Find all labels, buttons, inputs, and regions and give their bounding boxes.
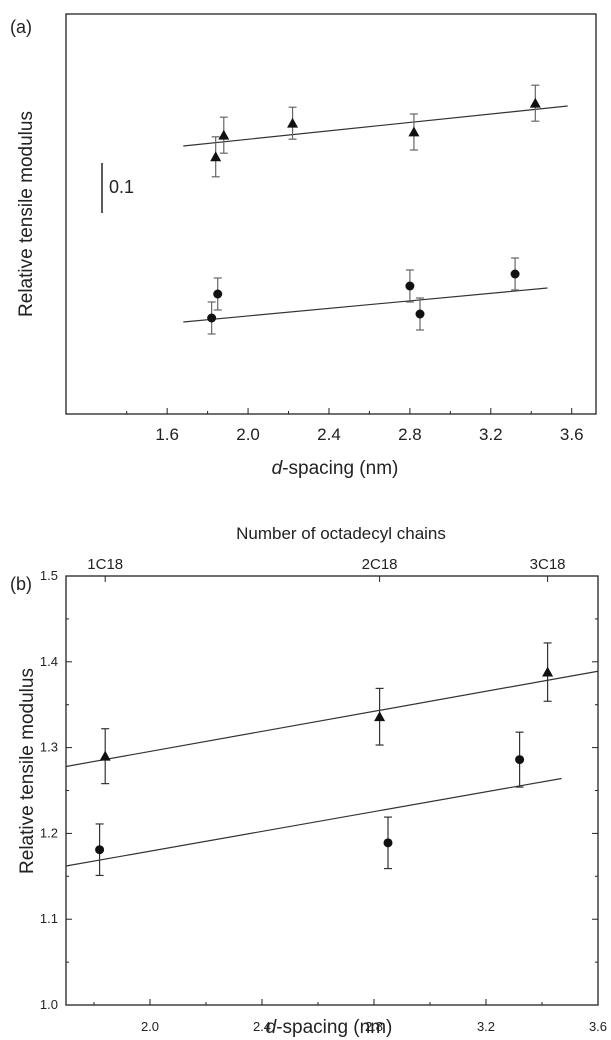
panel-b-triangle-point [542, 666, 554, 677]
panel-a-triangle-point [287, 117, 299, 128]
panel-b-x-tick-label: 2.4 [253, 1019, 271, 1034]
panel-a-x-tick-label: 1.6 [155, 425, 179, 444]
panel-b-frame-rect [65, 575, 599, 1006]
panel-b-y-tick-label: 1.2 [40, 825, 58, 840]
panel-b-y-tick-label: 1.3 [40, 740, 58, 755]
panel-b-circle-point [515, 755, 525, 765]
panel-a-plot-frame [65, 13, 597, 415]
panel-a-circle-point [207, 313, 217, 323]
panel-b-circle-point [383, 838, 393, 848]
panel-a-label: (a) [10, 17, 32, 37]
panel-b-circle-point [95, 845, 105, 855]
panel-a-circle-point [415, 309, 425, 319]
panel-b-top-tick-label: 2C18 [362, 556, 398, 573]
scale-bar-label: 0.1 [109, 177, 134, 197]
panel-a-circle-point [405, 281, 415, 291]
panel-b-top-tick-label: 1C18 [87, 556, 123, 573]
panel-b-label: (b) [10, 574, 32, 594]
panel-b-x-axis-label: d-spacing (nm) [266, 1017, 393, 1038]
panel-a-data-points [207, 84, 541, 335]
panel-a-x-tick-label: 2.4 [317, 425, 341, 444]
panel-a-circle-point [510, 269, 520, 279]
panel-b: Number of octadecyl chains (b) 2.0 2.4 2.8… [10, 524, 607, 1038]
panel-b-y-tick-label: 1.0 [40, 997, 58, 1012]
panel-a-triangle-point [408, 126, 420, 137]
panel-a-x-axis-label-italic: d [272, 458, 284, 479]
panel-a-x-tick-label: 3.6 [560, 425, 584, 444]
panel-b-y-tick-label: 1.1 [40, 911, 58, 926]
panel-b-x-tick-label: 3.6 [589, 1019, 607, 1034]
panel-b-triangle-fit-line [65, 670, 599, 768]
panel-b-top-axis-title: Number of octadecyl chains [236, 524, 446, 543]
panel-b-fit-lines [65, 670, 599, 867]
panel-b-x-axis-label-rest: -spacing (nm) [276, 1017, 392, 1038]
panel-a-triangle-point [210, 151, 222, 162]
panel-a-x-tick-label: 2.0 [236, 425, 260, 444]
panel-b-x-tick-label: 3.2 [477, 1019, 495, 1034]
panel-a-triangle-point [529, 97, 541, 108]
panel-b-data-points [95, 642, 554, 877]
panel-a-scale-bar: 0.1 [101, 163, 134, 213]
panel-b-y-tick-label: 1.4 [40, 654, 58, 669]
panel-a-circle-point [213, 289, 223, 299]
panel-b-x-tick-label: 2.8 [365, 1019, 383, 1034]
panel-b-x-axis-label-italic: d [266, 1017, 278, 1038]
panel-b-triangle-point [99, 750, 111, 761]
panel-a-circle-fit-line [183, 287, 548, 323]
panel-a-fit-lines [183, 105, 568, 323]
panel-b-y-axis-label: Relative tensile modulus [17, 668, 38, 874]
panel-b-y-tick-label: 1.5 [40, 568, 58, 583]
panel-a-x-axis: 1.6 2.0 2.4 2.8 3.2 3.6 [126, 408, 584, 444]
panel-a-triangle-fit-line [183, 105, 568, 147]
panel-b-axes: 2.0 2.4 2.8 3.2 3.6 1.0 1.1 1.2 1.3 1.4 1.5 1C18 2C1… [40, 556, 607, 1034]
panel-a-x-tick-label: 2.8 [398, 425, 422, 444]
panel-b-circle-fit-line [65, 777, 562, 867]
panel-a-y-axis-label: Relative tensile modulus [16, 111, 37, 317]
panel-a-frame-rect [65, 13, 597, 415]
panel-a: (a) 1.6 2.0 2.4 2.8 3.2 3.6 0.1 Relative tens… [10, 13, 597, 479]
panel-b-plot-frame [65, 575, 599, 1006]
panel-a-x-tick-label: 3.2 [479, 425, 503, 444]
panel-b-top-tick-label: 3C18 [530, 556, 566, 573]
panel-a-x-axis-label: d-spacing (nm) [272, 458, 399, 479]
panel-a-triangle-point [218, 129, 230, 140]
panel-a-x-axis-label-rest: -spacing (nm) [282, 458, 398, 479]
panel-b-x-tick-label: 2.0 [141, 1019, 159, 1034]
panel-b-triangle-point [374, 711, 386, 722]
